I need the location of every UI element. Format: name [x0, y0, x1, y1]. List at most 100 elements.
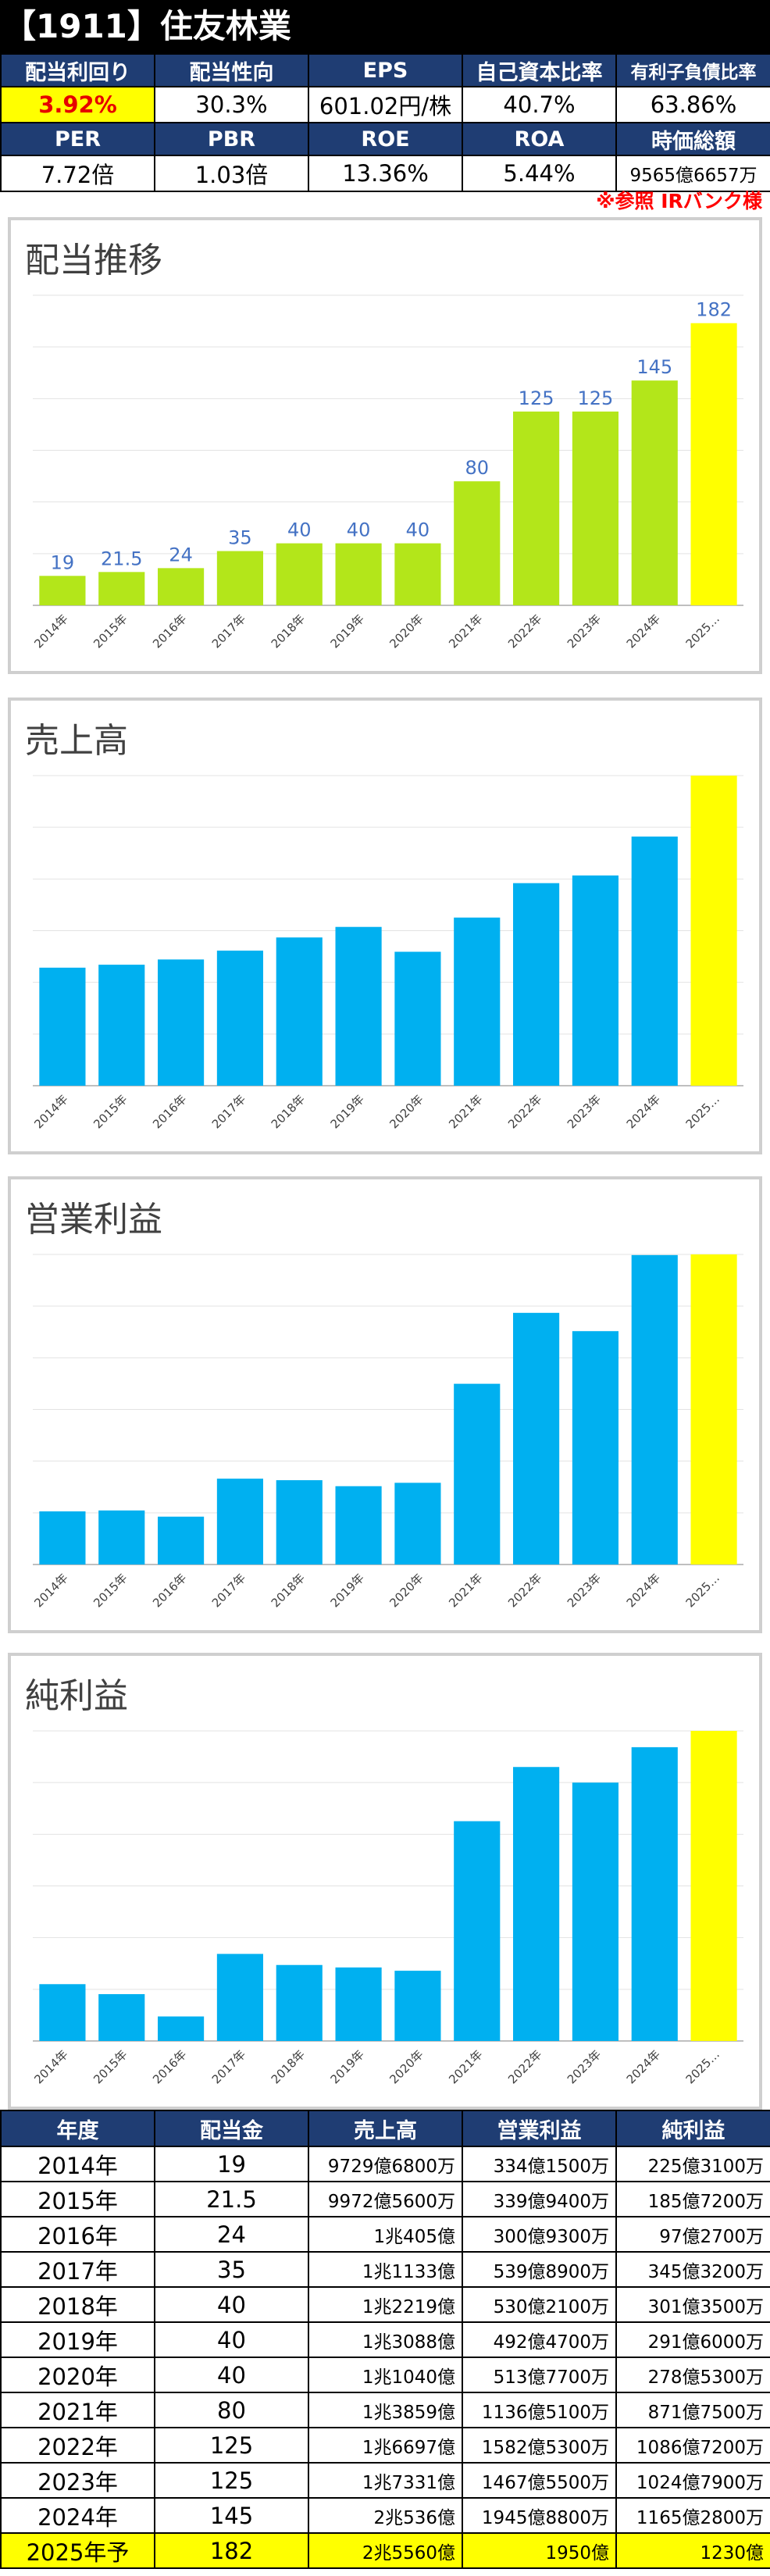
table-row: 2022年 125 1兆6697億 1582億5300万 1086億7200万 [0, 2427, 770, 2464]
dividend-tick-label-4: 2018年 [269, 612, 308, 651]
cell-sales: 1兆405億 [308, 2216, 463, 2253]
dividend-data-label-2: 24 [169, 544, 193, 566]
dividend-data-label-10: 145 [636, 356, 672, 378]
sales-bar-4 [276, 937, 323, 1086]
sales-bar-2 [158, 959, 205, 1086]
kpi-value-roe: 13.36% [308, 155, 463, 192]
col-header-operating-income: 営業利益 [462, 2110, 617, 2147]
dividend-bar-8 [513, 411, 560, 605]
cell-net-income: 1086億7200万 [615, 2427, 770, 2464]
dividend-data-label-0: 19 [51, 551, 75, 573]
cell-year: 2021年 [0, 2392, 155, 2428]
operating-income-tick-label-6: 2020年 [387, 1571, 426, 1610]
net-income-bar-4 [276, 1964, 323, 2041]
net-income-tick-label-9: 2023年 [565, 2047, 604, 2086]
cell-dividend: 24 [154, 2216, 309, 2253]
sales-bar-10 [631, 837, 678, 1086]
cell-sales: 1兆2219億 [308, 2286, 463, 2323]
operating-income-tick-label-5: 2019年 [328, 1571, 367, 1610]
net-income-bar-11 [690, 1731, 737, 2041]
sales-bar-11 [690, 776, 737, 1086]
dividend-tick-label-9: 2023年 [565, 612, 604, 651]
cell-sales: 2兆536億 [308, 2497, 463, 2534]
page-title: 【1911】住友林業 [0, 0, 770, 53]
cell-dividend: 125 [154, 2462, 309, 2499]
cell-sales: 2兆5560億 [308, 2532, 463, 2569]
kpi-value-pbr: 1.03倍 [154, 155, 309, 192]
sales-bar-0 [39, 967, 86, 1086]
cell-operating-income: 1950億 [462, 2532, 617, 2569]
cell-year: 2023年 [0, 2462, 155, 2499]
cell-dividend: 80 [154, 2392, 309, 2428]
net-income-bar-7 [454, 1821, 501, 2041]
operating-income-chart-title: 営業利益 [25, 1200, 162, 1240]
col-header-sales: 売上高 [308, 2110, 463, 2147]
net-income-bar-9 [572, 1782, 618, 2041]
operating-income-bar-8 [513, 1312, 560, 1565]
dividend-chart-title: 配当推移 [25, 241, 162, 280]
cell-sales: 1兆1133億 [308, 2251, 463, 2288]
dividend-bar-1 [98, 572, 145, 605]
cell-dividend: 40 [154, 2321, 309, 2358]
net-income-chart-title: 純利益 [25, 1676, 128, 1716]
operating-income-tick-label-11: 2025… [683, 1571, 722, 1610]
kpi-label-equity-ratio: 自己資本比率 [462, 53, 617, 87]
cell-year: 2018年 [0, 2286, 155, 2323]
table-row: 2024年 145 2兆536億 1945億8800万 1165億2800万 [0, 2497, 770, 2534]
table-row: 2023年 125 1兆7331億 1467億5500万 1024億7900万 [0, 2462, 770, 2499]
net-income-tick-label-11: 2025… [683, 2047, 722, 2086]
cell-dividend: 21.5 [154, 2181, 309, 2217]
kpi-value-eps: 601.02円/株 [308, 86, 463, 123]
cell-operating-income: 300億9300万 [462, 2216, 617, 2253]
cell-operating-income: 339億9400万 [462, 2181, 617, 2217]
cell-dividend: 40 [154, 2286, 309, 2323]
dividend-bar-5 [335, 543, 382, 605]
sales-tick-label-0: 2014年 [31, 1092, 70, 1131]
cell-year: 2020年 [0, 2357, 155, 2393]
net-income-bar-3 [216, 1953, 263, 2041]
cell-net-income: 1024億7900万 [615, 2462, 770, 2499]
kpi-value-per: 7.72倍 [0, 155, 155, 192]
operating-income-bar-10 [631, 1254, 678, 1565]
net-income-tick-label-3: 2017年 [209, 2047, 248, 2086]
chart-sales: 売上高 2014年 2015年 2016年 2017年 2018年 2019年 2020年 20… [8, 698, 762, 1154]
dividend-bar-0 [39, 576, 86, 605]
cell-year: 2014年 [0, 2146, 155, 2182]
dividend-tick-label-3: 2017年 [209, 612, 248, 651]
cell-operating-income: 334億1500万 [462, 2146, 617, 2182]
operating-income-tick-label-3: 2017年 [209, 1571, 248, 1610]
dividend-data-label-11: 182 [696, 299, 732, 321]
reference-note: ※参照 IRバンク様 [596, 190, 762, 212]
cell-dividend: 182 [154, 2532, 309, 2569]
kpi-table: 配当利回り 配当性向 EPS 自己資本比率 有利子負債比率 3.92% 30.3… [0, 53, 770, 192]
kpi-value-roa: 5.44% [462, 155, 617, 192]
col-header-dividend: 配当金 [154, 2110, 309, 2147]
sales-tick-label-6: 2020年 [387, 1092, 426, 1131]
operating-income-tick-label-4: 2018年 [269, 1571, 308, 1610]
dividend-bar-7 [454, 481, 501, 605]
kpi-value-row-2: 7.72倍 1.03倍 13.36% 5.44% 9565億6657万 [0, 155, 770, 192]
cell-sales: 1兆3859億 [308, 2392, 463, 2428]
table-row: 2015年 21.5 9972億5600万 339億9400万 185億7200万 [0, 2181, 770, 2217]
cell-dividend: 19 [154, 2146, 309, 2182]
operating-income-tick-label-7: 2021年 [446, 1571, 485, 1610]
cell-net-income: 1230億 [615, 2532, 770, 2569]
dividend-tick-label-7: 2021年 [446, 612, 485, 651]
sales-tick-label-1: 2015年 [91, 1092, 130, 1131]
dividend-tick-label-1: 2015年 [91, 612, 130, 651]
cell-operating-income: 492億4700万 [462, 2321, 617, 2358]
operating-income-tick-label-0: 2014年 [31, 1571, 70, 1610]
operating-income-tick-label-2: 2016年 [150, 1571, 189, 1610]
sales-bar-1 [98, 965, 145, 1086]
dividend-tick-label-5: 2019年 [328, 612, 367, 651]
cell-net-income: 291億6000万 [615, 2321, 770, 2358]
kpi-value-row: 3.92% 30.3% 601.02円/株 40.7% 63.86% [0, 86, 770, 123]
kpi-header-row-2: PER PBR ROE ROA 時価総額 [0, 122, 770, 156]
dividend-tick-label-2: 2016年 [150, 612, 189, 651]
sales-tick-label-3: 2017年 [209, 1092, 248, 1131]
cell-operating-income: 1582億5300万 [462, 2427, 617, 2464]
net-income-tick-label-6: 2020年 [387, 2047, 426, 2086]
operating-income-tick-label-8: 2022年 [505, 1571, 544, 1610]
table-row: 2017年 35 1兆1133億 539億8900万 345億3200万 [0, 2251, 770, 2288]
table-row: 2021年 80 1兆3859億 1136億5100万 871億7500万 [0, 2392, 770, 2428]
